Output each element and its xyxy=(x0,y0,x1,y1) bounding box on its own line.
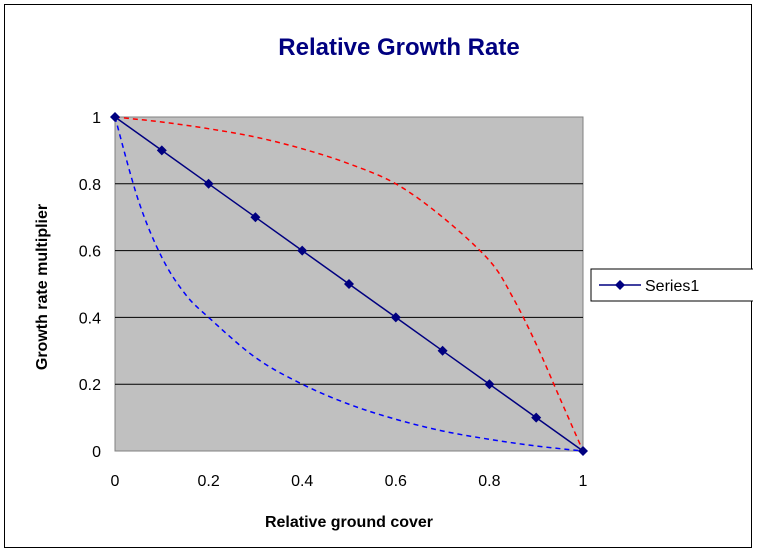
series-marker-2 xyxy=(203,178,214,189)
x-axis-title: Relative ground cover xyxy=(265,514,433,531)
y-tick-label-4: 0.8 xyxy=(79,177,101,194)
x-tick-label-1: 0.2 xyxy=(197,473,219,490)
x-tick-label-3: 0.6 xyxy=(385,473,407,490)
gridlines xyxy=(115,183,583,385)
y-tick-label-0: 0 xyxy=(92,444,101,461)
x-tick-label-4: 0.8 xyxy=(478,473,500,490)
y-axis-title: Growth rate multiplier xyxy=(34,204,51,370)
series-marker-1 xyxy=(156,145,167,156)
y-tick-label-5: 1 xyxy=(92,110,101,127)
x-tick-label-2: 0.4 xyxy=(291,473,313,490)
series-marker-3 xyxy=(250,212,261,223)
chart-svg: Relative Growth Rate 0 0.2 0.4 0.6 0.8 1 0 0.2… xyxy=(34,34,753,531)
series-marker-8 xyxy=(484,379,495,390)
y-tick-label-3: 0.6 xyxy=(79,244,101,261)
legend-label-series1: Series1 xyxy=(645,278,699,295)
chart-area: Relative Growth Rate 0 0.2 0.4 0.6 0.8 1 0 0.2… xyxy=(4,4,753,548)
series-marker-4 xyxy=(297,245,308,256)
dashed-curve-1 xyxy=(114,116,584,452)
legend-marker xyxy=(615,280,625,290)
series-marker-5 xyxy=(344,279,354,289)
series-marker-6 xyxy=(390,312,401,323)
series-marker-0 xyxy=(110,112,120,122)
chart-title: Relative Growth Rate xyxy=(278,34,519,61)
series-marker-10 xyxy=(578,446,588,456)
curves xyxy=(110,112,588,456)
y-tick-label-1: 0.2 xyxy=(79,377,101,394)
x-tick-label-0: 0 xyxy=(111,473,120,490)
x-axis-ticks: 0 0.2 0.4 0.6 0.8 1 xyxy=(111,473,588,490)
y-axis-ticks: 0 0.2 0.4 0.6 0.8 1 xyxy=(79,110,101,461)
legend: Series1 xyxy=(590,268,753,302)
series-marker-7 xyxy=(437,345,448,356)
x-tick-label-5: 1 xyxy=(579,473,588,490)
series-marker-9 xyxy=(531,412,542,423)
y-tick-label-2: 0.4 xyxy=(79,310,101,327)
